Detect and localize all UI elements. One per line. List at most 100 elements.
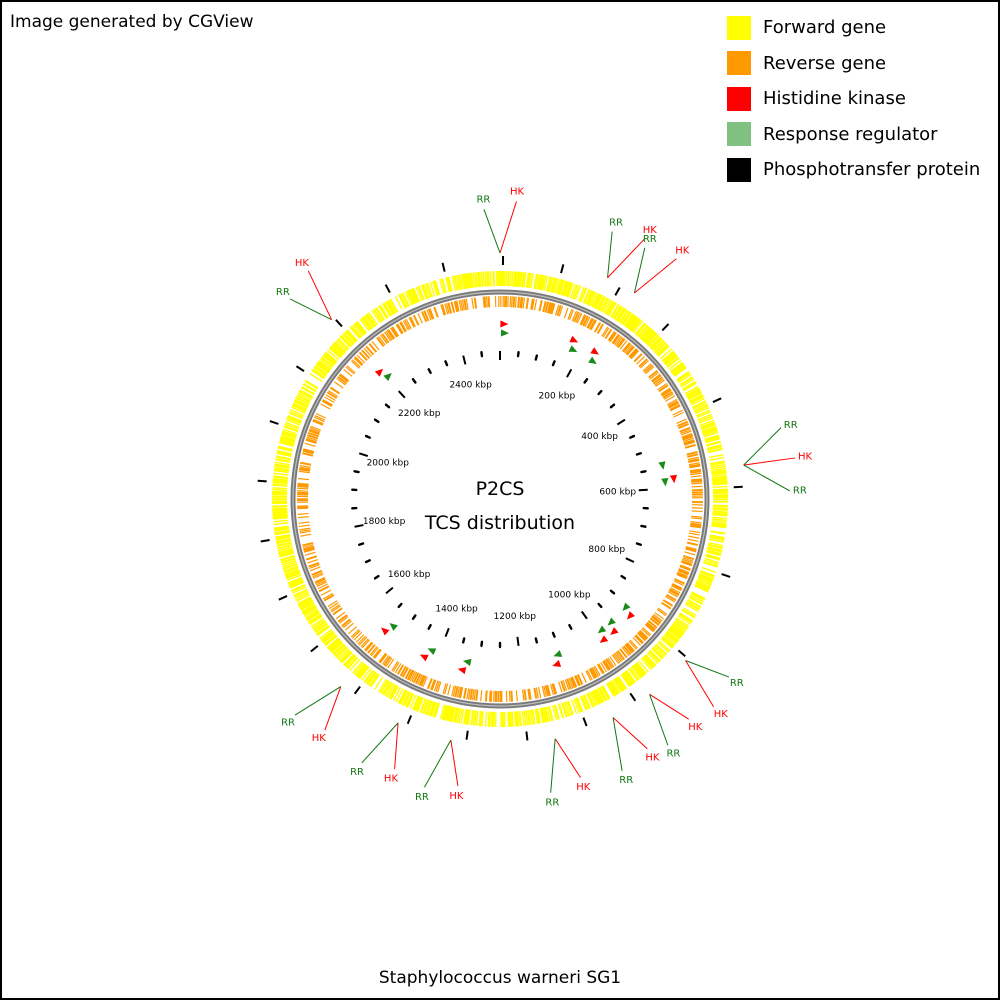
forward-gene-mark — [401, 292, 410, 307]
forward-gene-mark — [696, 578, 712, 586]
forward-gene-mark — [421, 284, 429, 299]
reverse-gene-mark — [302, 542, 314, 547]
forward-gene-mark — [400, 690, 409, 705]
forward-gene-mark — [272, 515, 288, 518]
forward-gene-mark — [701, 426, 717, 433]
ruler-minor-tick — [629, 434, 636, 439]
forward-gene-mark — [548, 706, 554, 721]
forward-gene-mark — [526, 272, 530, 288]
forward-gene-mark — [552, 278, 558, 293]
forward-gene-mark — [467, 709, 472, 725]
forward-gene-mark — [529, 709, 533, 725]
forward-gene-mark — [586, 290, 595, 305]
forward-gene-mark — [553, 704, 559, 720]
forward-gene-mark — [319, 358, 333, 369]
forward-gene-mark — [711, 469, 727, 473]
forward-gene-mark — [313, 366, 327, 377]
forward-gene-mark — [275, 458, 291, 463]
reverse-gene-mark — [667, 400, 678, 407]
reverse-gene-mark — [658, 384, 669, 392]
forward-gene-mark — [519, 711, 522, 727]
reverse-gene-mark — [526, 297, 530, 309]
reverse-gene-mark — [356, 354, 366, 364]
forward-gene-mark — [283, 565, 299, 572]
forward-gene-mark — [592, 293, 600, 308]
forward-gene-mark — [439, 278, 445, 294]
forward-gene-mark — [289, 410, 304, 418]
forward-gene-mark — [479, 711, 483, 727]
ruler-minor-tick — [534, 637, 539, 644]
histidine-kinase-label: HK — [798, 452, 813, 463]
tcs-callout-line — [307, 270, 333, 320]
forward-gene-mark — [276, 541, 292, 547]
reverse-gene-mark — [682, 436, 694, 441]
reverse-gene-mark — [650, 617, 660, 626]
forward-gene-mark — [710, 462, 726, 466]
forward-gene-mark — [377, 678, 388, 693]
reverse-gene-mark — [630, 350, 640, 360]
forward-gene-mark — [579, 695, 587, 711]
forward-gene-mark — [354, 663, 366, 676]
reverse-gene-mark — [456, 686, 461, 698]
forward-gene-mark — [312, 368, 326, 378]
forward-gene-mark — [308, 614, 323, 625]
forward-gene-mark — [704, 435, 720, 441]
reverse-gene-mark — [447, 302, 452, 314]
forward-gene-mark — [535, 274, 540, 290]
forward-gene-mark — [712, 478, 728, 482]
reverse-gene-mark — [643, 364, 653, 373]
forward-gene-mark — [514, 711, 517, 727]
forward-gene-mark — [542, 707, 547, 723]
forward-gene-mark — [633, 664, 645, 677]
reverse-gene-mark — [315, 578, 326, 585]
reverse-gene-mark — [683, 437, 694, 443]
forward-gene-mark — [676, 370, 690, 381]
reverse-gene-mark — [306, 436, 318, 441]
reverse-gene-mark — [576, 312, 583, 324]
tcs-callout-line — [743, 457, 796, 466]
forward-gene-mark — [688, 596, 703, 605]
forward-gene-mark — [561, 702, 567, 718]
reverse-gene-mark — [579, 314, 586, 325]
reverse-gene-mark — [365, 346, 374, 356]
reverse-gene-mark — [547, 302, 552, 314]
forward-gene-mark — [710, 467, 727, 471]
reverse-gene-mark — [688, 532, 700, 536]
forward-gene-mark — [334, 645, 347, 658]
reverse-gene-mark — [385, 657, 393, 668]
forward-gene-mark — [541, 707, 546, 723]
forward-gene-mark — [712, 488, 728, 491]
reverse-gene-mark — [321, 400, 333, 407]
reverse-gene-mark — [634, 635, 643, 645]
forward-gene-mark — [610, 304, 620, 318]
forward-gene-mark — [285, 571, 301, 578]
histidine-kinase-label: HK — [312, 733, 327, 744]
forward-gene-mark — [706, 445, 722, 450]
reverse-gene-mark — [619, 648, 627, 659]
reverse-gene-mark — [412, 315, 419, 326]
forward-gene-mark — [441, 278, 447, 294]
forward-gene-mark — [686, 388, 701, 398]
forward-gene-mark — [657, 641, 670, 653]
forward-gene-mark — [345, 330, 357, 343]
forward-gene-mark — [432, 702, 439, 718]
forward-gene-mark — [341, 651, 353, 664]
reverse-gene-mark — [461, 299, 465, 311]
reverse-gene-mark — [617, 650, 626, 660]
forward-gene-mark — [276, 452, 292, 458]
reverse-gene-mark — [636, 356, 645, 365]
forward-gene-mark — [710, 461, 726, 466]
reverse-gene-mark — [353, 357, 363, 366]
reverse-gene-mark — [341, 619, 351, 627]
reverse-gene-mark — [363, 347, 372, 357]
reverse-gene-mark — [430, 679, 436, 691]
forward-gene-mark — [386, 683, 396, 698]
ruler-minor-tick — [427, 368, 432, 375]
reverse-gene-mark — [621, 342, 630, 352]
reverse-gene-mark — [392, 326, 400, 337]
forward-gene-mark — [352, 661, 363, 674]
reverse-gene-mark — [690, 524, 702, 528]
reverse-gene-mark — [383, 656, 392, 667]
reverse-gene-mark — [360, 638, 369, 648]
forward-gene-mark — [635, 322, 646, 336]
